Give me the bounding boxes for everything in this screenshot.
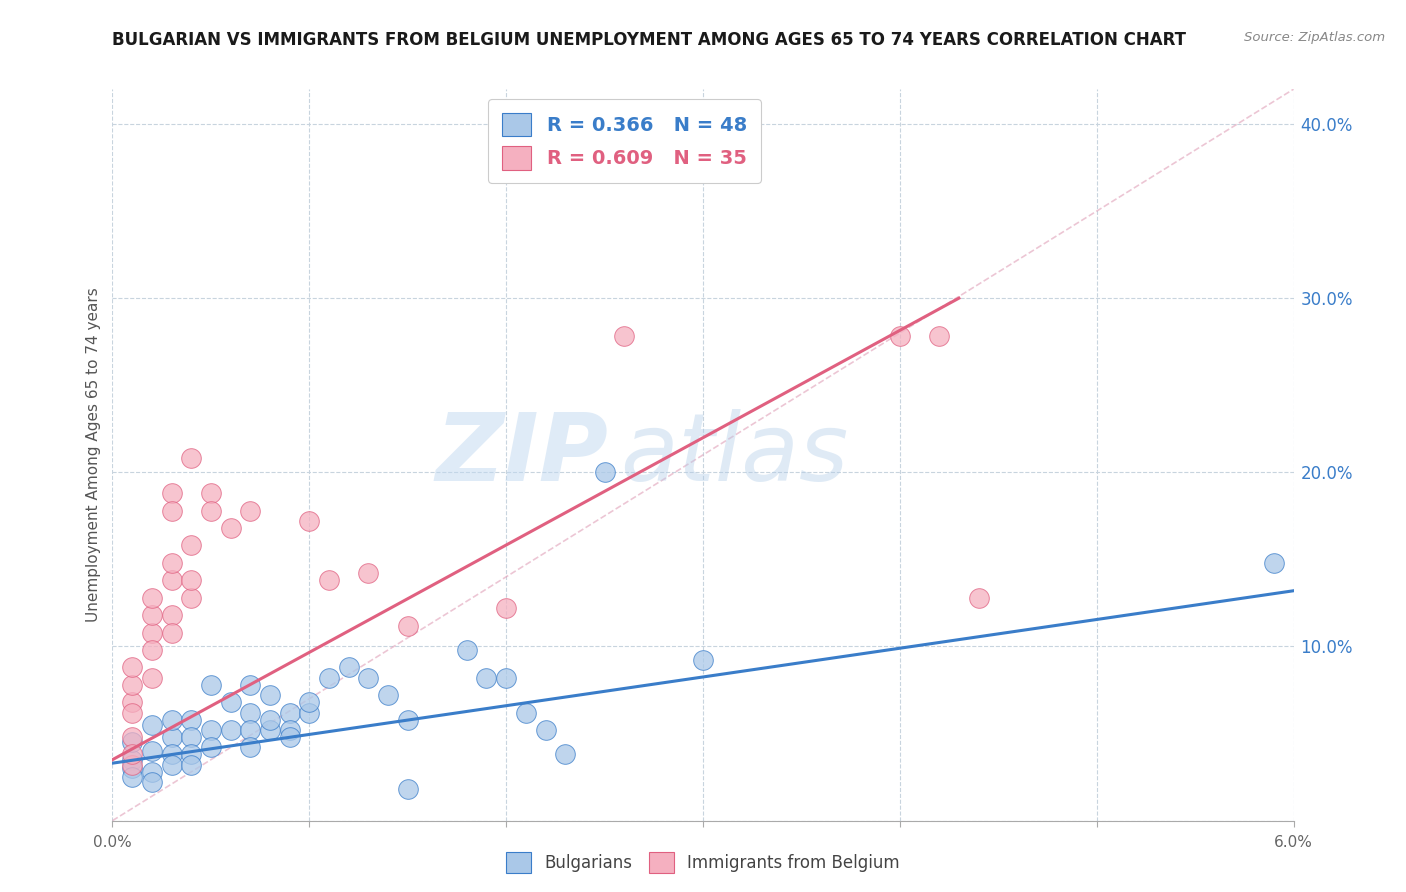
- Y-axis label: Unemployment Among Ages 65 to 74 years: Unemployment Among Ages 65 to 74 years: [86, 287, 101, 623]
- Point: [259, 688, 281, 702]
- Point: [180, 758, 202, 772]
- Point: [475, 671, 498, 685]
- Point: [534, 723, 557, 737]
- Point: [200, 503, 222, 517]
- Point: [259, 723, 281, 737]
- Point: [613, 329, 636, 343]
- Point: [121, 678, 143, 692]
- Point: [121, 706, 143, 720]
- Point: [180, 747, 202, 762]
- Point: [160, 625, 183, 640]
- Point: [141, 608, 163, 623]
- Point: [337, 660, 360, 674]
- Point: [160, 503, 183, 517]
- Point: [515, 706, 537, 720]
- Point: [239, 723, 262, 737]
- Point: [928, 329, 950, 343]
- Point: [160, 713, 183, 727]
- Point: [141, 591, 163, 605]
- Point: [121, 735, 143, 749]
- Point: [239, 503, 262, 517]
- Legend: Bulgarians, Immigrants from Belgium: Bulgarians, Immigrants from Belgium: [499, 846, 907, 880]
- Point: [160, 730, 183, 744]
- Text: atlas: atlas: [620, 409, 849, 500]
- Point: [121, 758, 143, 772]
- Point: [239, 706, 262, 720]
- Point: [141, 744, 163, 758]
- Point: [219, 723, 242, 737]
- Point: [396, 618, 419, 632]
- Point: [121, 753, 143, 767]
- Point: [967, 591, 990, 605]
- Point: [278, 730, 301, 744]
- Point: [160, 747, 183, 762]
- Point: [396, 713, 419, 727]
- Point: [298, 695, 321, 709]
- Point: [121, 747, 143, 762]
- Point: [200, 678, 222, 692]
- Point: [141, 718, 163, 732]
- Point: [180, 574, 202, 588]
- Point: [298, 706, 321, 720]
- Point: [889, 329, 911, 343]
- Point: [396, 782, 419, 797]
- Point: [160, 574, 183, 588]
- Point: [298, 514, 321, 528]
- Point: [180, 591, 202, 605]
- Point: [141, 764, 163, 779]
- Point: [141, 671, 163, 685]
- Point: [239, 740, 262, 755]
- Point: [357, 671, 380, 685]
- Point: [180, 713, 202, 727]
- Point: [239, 678, 262, 692]
- Point: [160, 608, 183, 623]
- Point: [219, 521, 242, 535]
- Point: [456, 643, 478, 657]
- Point: [377, 688, 399, 702]
- Point: [318, 574, 340, 588]
- Point: [495, 671, 517, 685]
- Point: [121, 660, 143, 674]
- Point: [141, 625, 163, 640]
- Point: [259, 713, 281, 727]
- Point: [692, 653, 714, 667]
- Text: 6.0%: 6.0%: [1274, 836, 1313, 850]
- Point: [180, 730, 202, 744]
- Point: [318, 671, 340, 685]
- Point: [1263, 556, 1285, 570]
- Point: [357, 566, 380, 581]
- Point: [278, 706, 301, 720]
- Point: [121, 761, 143, 775]
- Point: [121, 730, 143, 744]
- Point: [200, 486, 222, 500]
- Point: [554, 747, 576, 762]
- Point: [160, 556, 183, 570]
- Text: BULGARIAN VS IMMIGRANTS FROM BELGIUM UNEMPLOYMENT AMONG AGES 65 TO 74 YEARS CORR: BULGARIAN VS IMMIGRANTS FROM BELGIUM UNE…: [112, 31, 1187, 49]
- Point: [219, 695, 242, 709]
- Point: [200, 723, 222, 737]
- Text: ZIP: ZIP: [436, 409, 609, 501]
- Point: [180, 539, 202, 553]
- Point: [141, 775, 163, 789]
- Point: [121, 770, 143, 784]
- Point: [121, 695, 143, 709]
- Text: Source: ZipAtlas.com: Source: ZipAtlas.com: [1244, 31, 1385, 45]
- Text: 0.0%: 0.0%: [93, 836, 132, 850]
- Point: [278, 723, 301, 737]
- Point: [141, 643, 163, 657]
- Point: [160, 758, 183, 772]
- Legend: R = 0.366   N = 48, R = 0.609   N = 35: R = 0.366 N = 48, R = 0.609 N = 35: [488, 99, 761, 184]
- Point: [495, 601, 517, 615]
- Point: [593, 466, 616, 480]
- Point: [180, 451, 202, 466]
- Point: [160, 486, 183, 500]
- Point: [200, 740, 222, 755]
